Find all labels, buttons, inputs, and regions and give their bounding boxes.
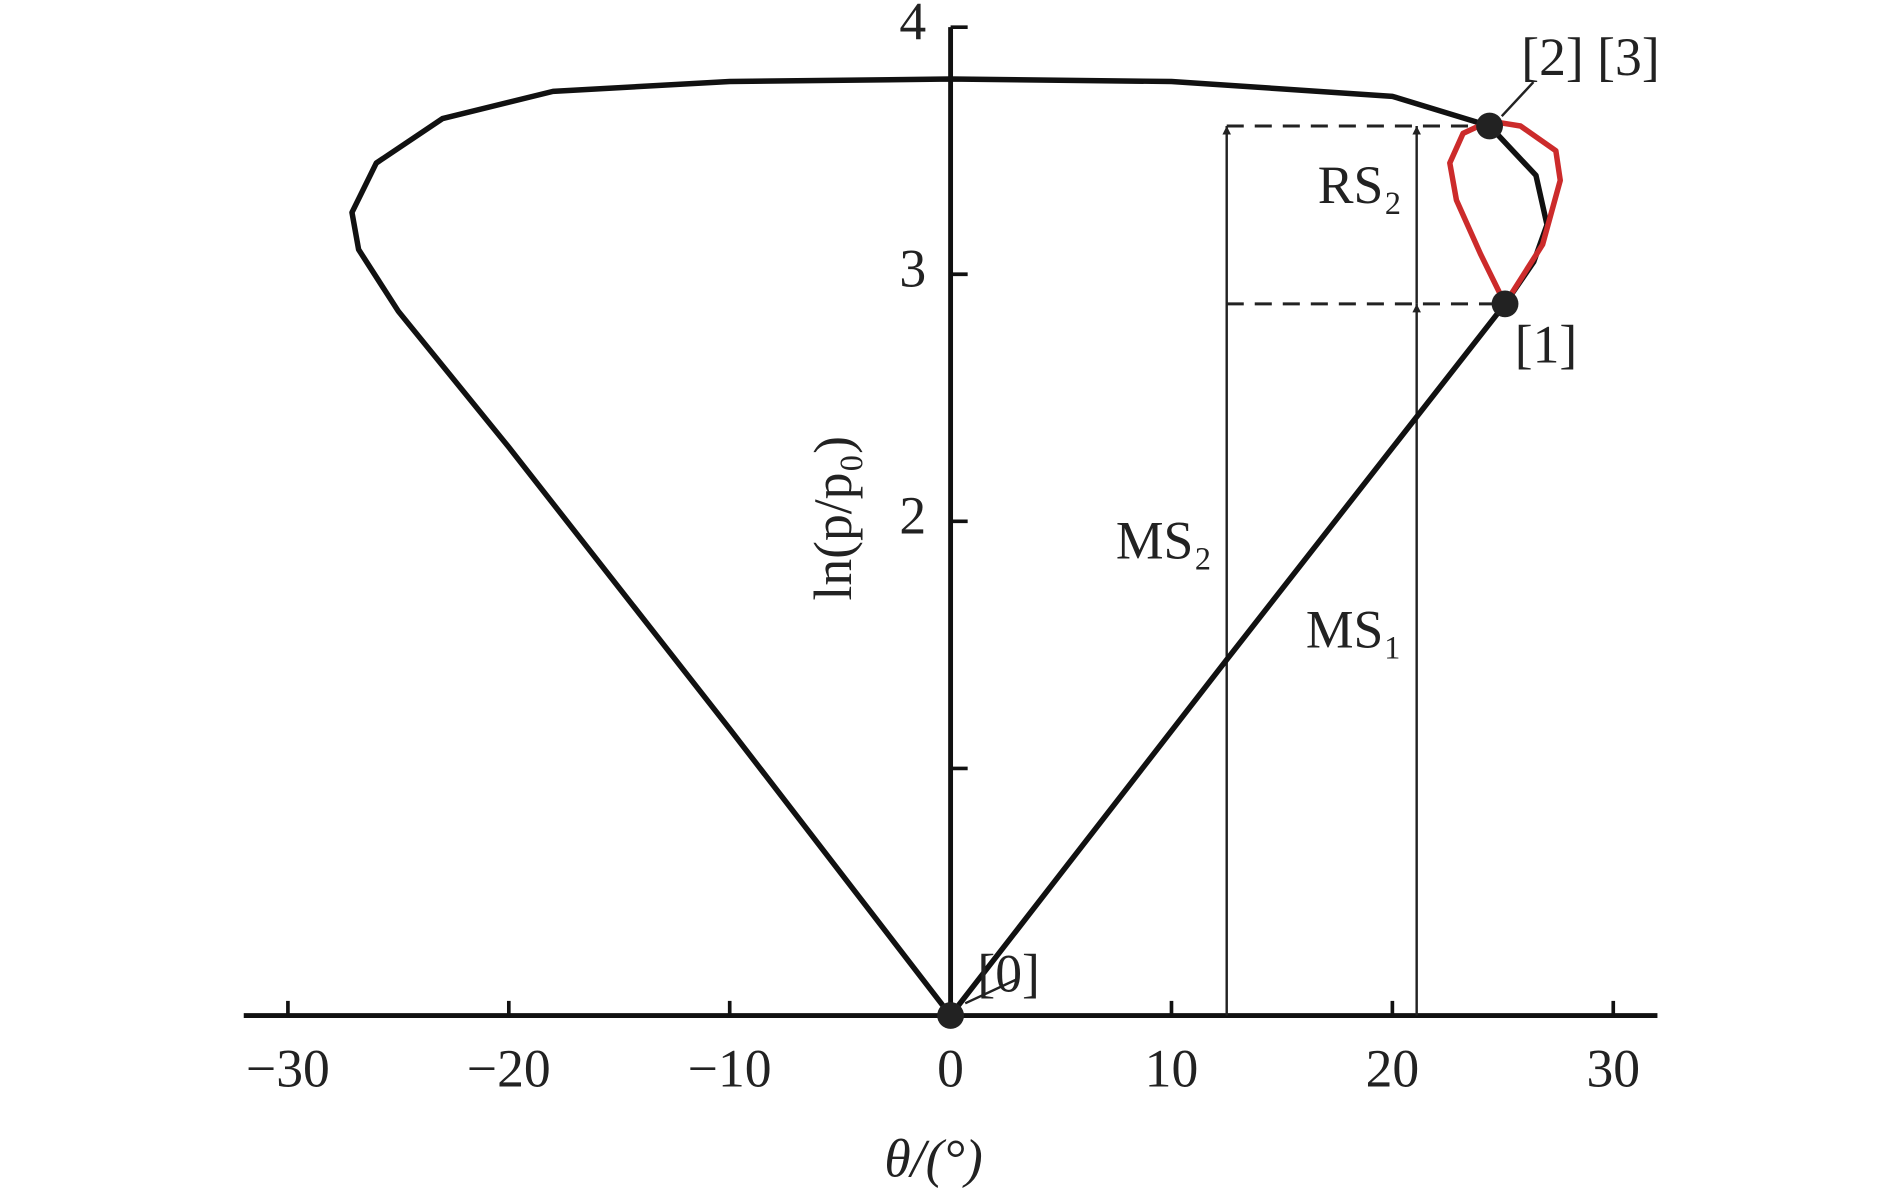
- point-label: [0]: [977, 943, 1040, 1003]
- x-tick-label: 20: [1366, 1038, 1420, 1098]
- x-tick-label: 0: [937, 1038, 964, 1098]
- point-label: [1]: [1515, 315, 1578, 375]
- y-axis-label: ln(p/p₀): [803, 436, 863, 601]
- state-point: [1476, 112, 1503, 140]
- x-tick-label: −30: [246, 1038, 330, 1098]
- x-tick-label: −10: [688, 1038, 772, 1098]
- state-point: [1491, 290, 1519, 318]
- y-tick-label: 4: [899, 0, 926, 51]
- x-tick-label: 30: [1586, 1038, 1640, 1098]
- arrow-label: RS₂: [1318, 155, 1402, 215]
- x-tick-label: −20: [467, 1038, 551, 1098]
- y-tick-label: 2: [899, 486, 926, 546]
- point-label: [2] [3]: [1521, 27, 1659, 87]
- x-axis-label: θ/(°): [884, 1129, 982, 1189]
- y-tick-label: 3: [899, 239, 926, 299]
- state-point: [937, 1002, 964, 1029]
- arrow-label: MS₁: [1306, 600, 1402, 660]
- leader-line: [1500, 81, 1535, 118]
- arrow-label: MS₂: [1116, 511, 1212, 571]
- x-tick-label: 10: [1145, 1038, 1199, 1098]
- leader-line: [964, 977, 1019, 1005]
